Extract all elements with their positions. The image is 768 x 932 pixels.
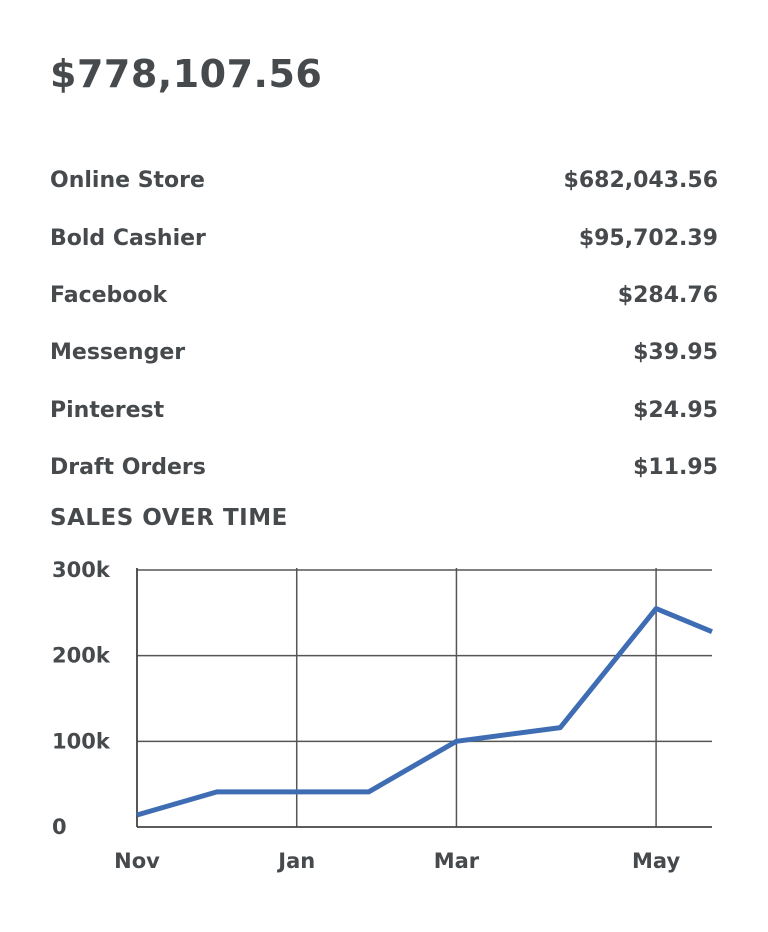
sales-data-point <box>214 789 219 794</box>
sales-data-point <box>710 629 715 634</box>
sales-data-point <box>558 725 563 730</box>
channel-amount: $95,702.39 <box>578 225 718 251</box>
channel-amount: $284.76 <box>617 282 718 308</box>
channel-row-facebook: Facebook $284.76 <box>50 267 718 324</box>
channel-amount: $24.95 <box>633 397 718 423</box>
channel-name: Draft Orders <box>50 455 206 481</box>
channel-name: Facebook <box>50 282 168 308</box>
sales-line <box>136 606 713 818</box>
channel-row-bold-cashier: Bold Cashier $95,702.39 <box>50 209 718 266</box>
x-tick-label: Mar <box>434 849 480 873</box>
sales-data-point <box>294 789 299 794</box>
channel-name: Online Store <box>50 168 205 194</box>
chart-tick-labels: 0 100k 200k 300k Nov Jan Mar May <box>52 558 680 873</box>
y-tick-label: 0 <box>52 815 67 839</box>
channel-name: Pinterest <box>50 397 165 423</box>
channel-row-draft-orders: Draft Orders $11.95 <box>50 439 718 496</box>
x-tick-label: May <box>632 849 680 873</box>
sales-channel-list: Online Store $682,043.56 Bold Cashier $9… <box>50 152 718 496</box>
sales-over-time-chart: 0 100k 200k 300k Nov Jan Mar May <box>52 558 715 873</box>
channel-amount: $11.95 <box>633 455 718 481</box>
y-tick-label: 300k <box>52 558 111 582</box>
channel-name: Bold Cashier <box>50 225 206 251</box>
chart-grid <box>137 568 712 827</box>
chart-title: SALES OVER TIME <box>50 505 288 531</box>
x-tick-label: Nov <box>114 849 160 873</box>
x-tick-label: Jan <box>276 849 315 873</box>
y-tick-label: 200k <box>52 644 111 668</box>
sales-data-point <box>654 606 659 611</box>
channel-row-online-store: Online Store $682,043.56 <box>50 152 718 209</box>
sales-data-point <box>454 739 459 744</box>
total-sales-amount: $778,107.56 <box>50 52 323 96</box>
sales-data-point <box>366 789 371 794</box>
chart-series <box>135 606 715 818</box>
channel-row-messenger: Messenger $39.95 <box>50 324 718 381</box>
y-tick-label: 100k <box>52 729 111 753</box>
sales-data-point <box>135 813 140 818</box>
chart-axes <box>136 568 712 828</box>
channel-amount: $682,043.56 <box>563 168 718 194</box>
channel-row-pinterest: Pinterest $24.95 <box>50 382 718 439</box>
channel-name: Messenger <box>50 340 186 366</box>
channel-amount: $39.95 <box>633 340 718 366</box>
